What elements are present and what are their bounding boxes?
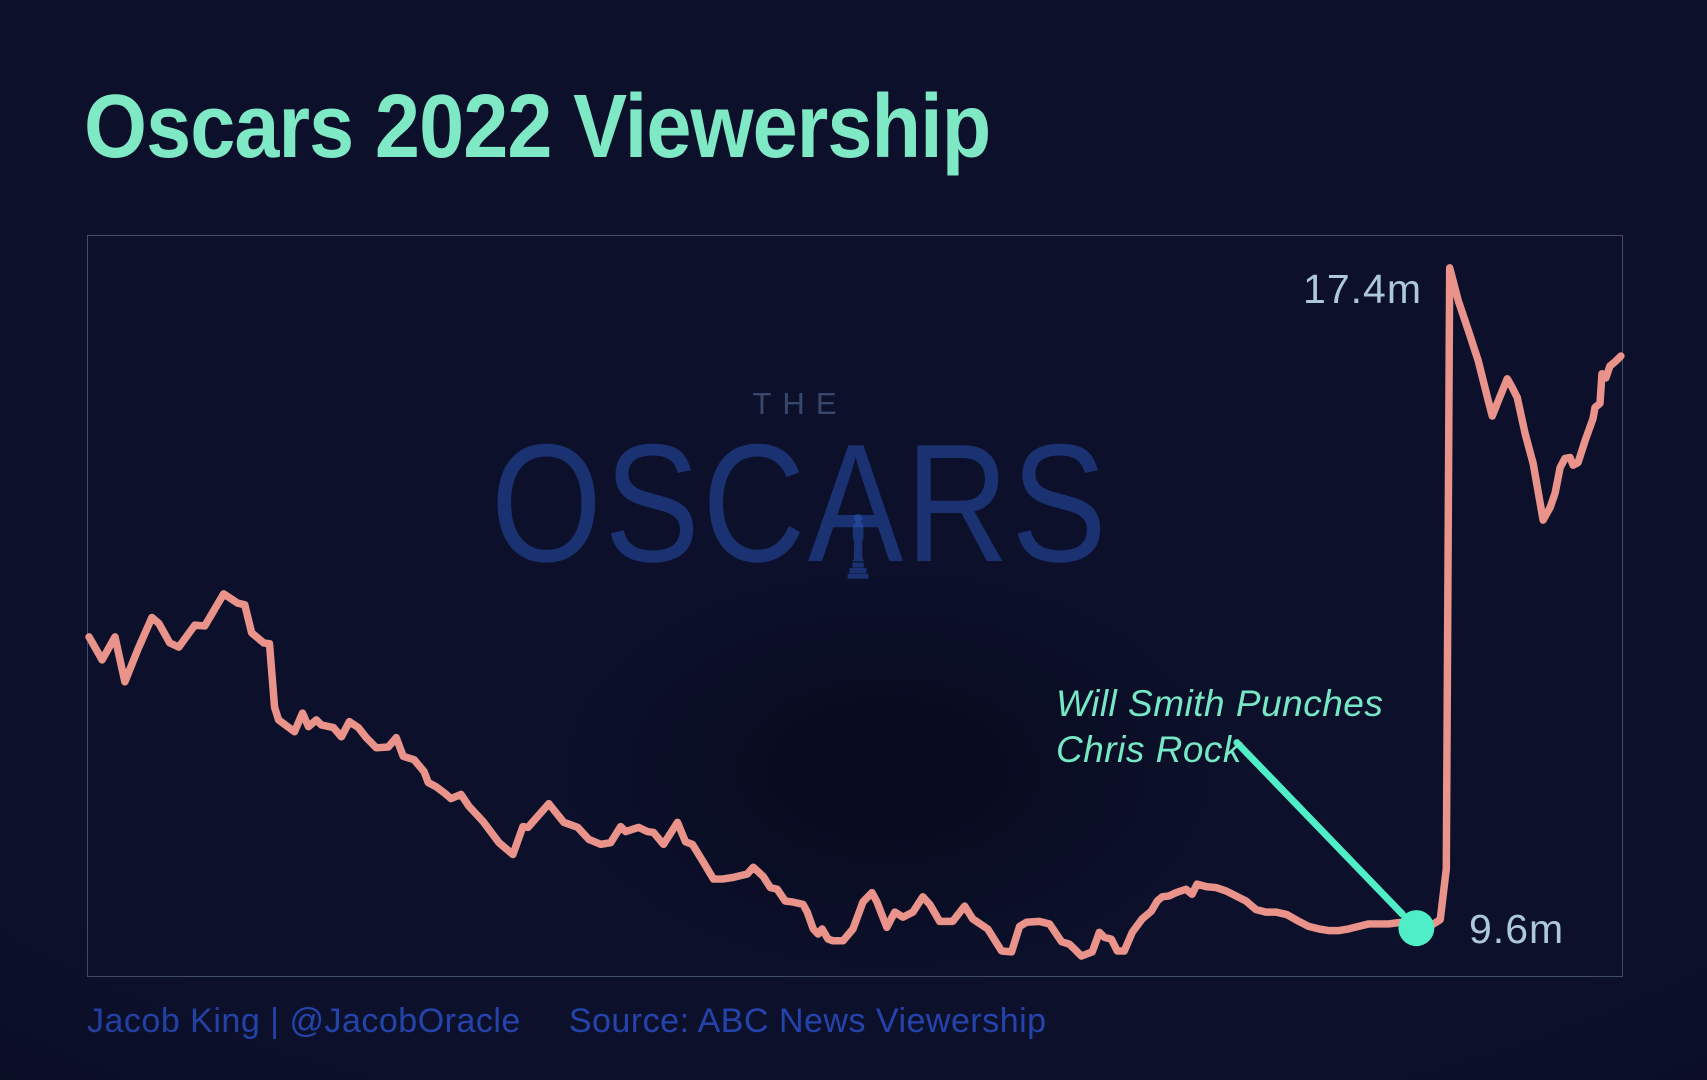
viewership-plot	[85, 264, 1625, 960]
footer-source: Source: ABC News Viewership	[568, 1002, 1047, 1040]
event-dot	[1398, 910, 1435, 947]
event-annotation-line2: Chris Rock	[1056, 728, 1242, 770]
footer: Jacob King | @JacobOracle Source: ABC Ne…	[87, 1004, 1047, 1038]
viewership-line	[85, 264, 1625, 960]
event-annotation: Will Smith Punches Chris Rock	[1056, 681, 1383, 773]
footer-credit: Jacob King | @JacobOracle	[87, 1002, 521, 1040]
event-annotation-line1: Will Smith Punches	[1056, 683, 1384, 724]
page-title: Oscars 2022 Viewership	[84, 77, 991, 177]
peak-value-label: 17.4m	[1303, 266, 1422, 312]
chart-frame: THE OSCARS 17.4m 9.6m Will Smith Punches…	[85, 235, 1625, 990]
low-value-label: 9.6m	[1469, 906, 1565, 952]
